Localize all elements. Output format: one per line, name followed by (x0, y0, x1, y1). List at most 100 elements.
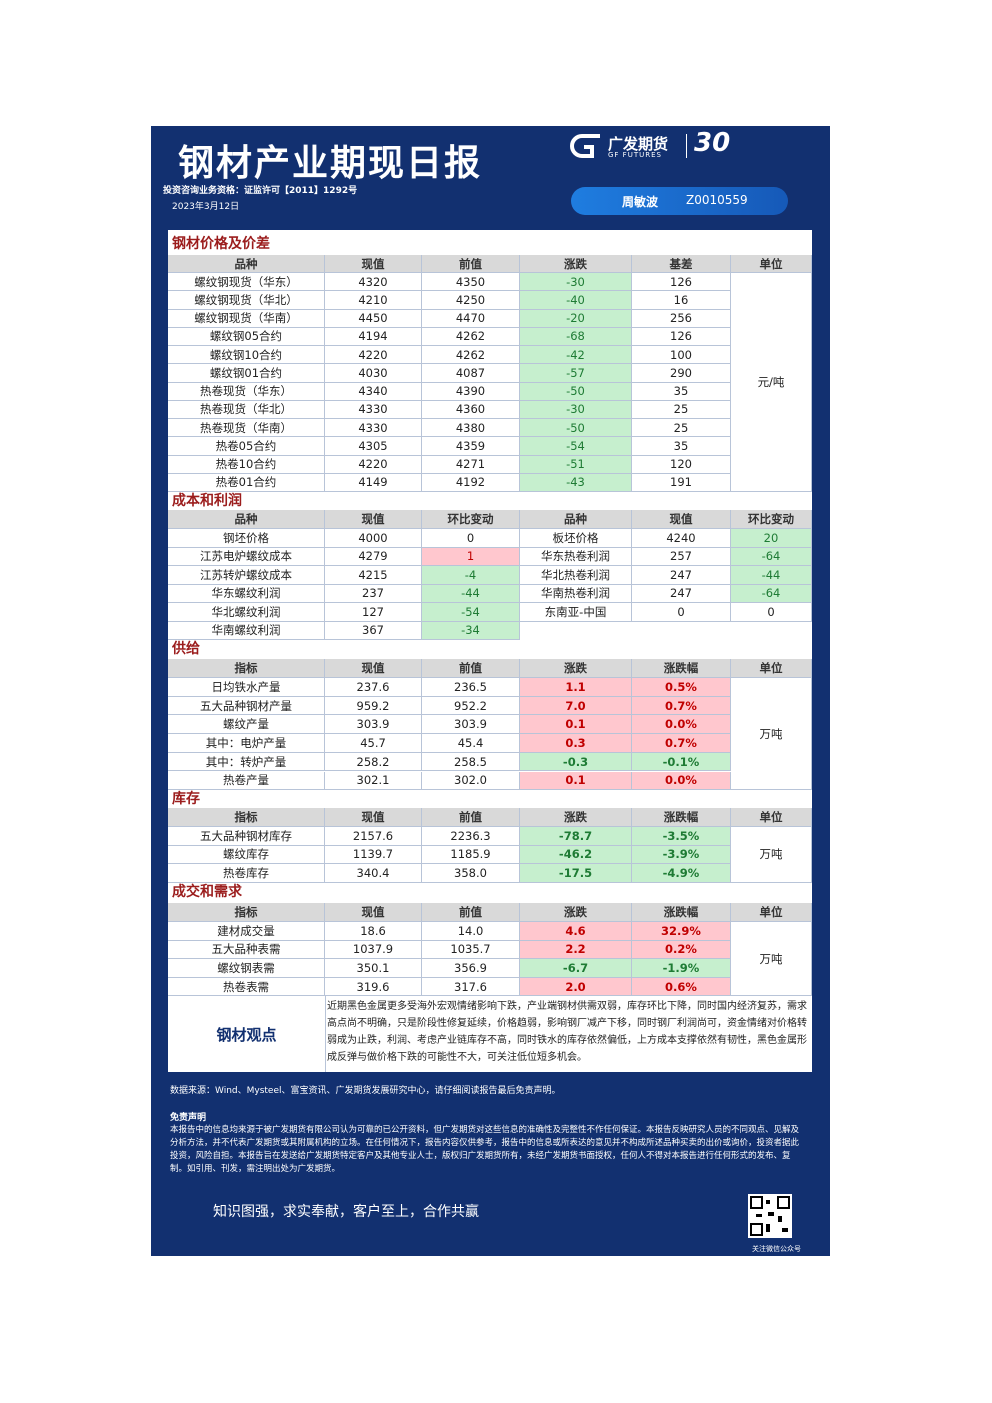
row-label: 热卷05合约 (168, 437, 325, 456)
table-cell: -0.3 (520, 752, 632, 772)
table-cell: 4320 (325, 273, 422, 292)
table-cell: -50 (520, 419, 632, 438)
row-label: 螺纹库存 (168, 845, 325, 864)
table-cell: 126 (632, 327, 731, 346)
table-cell: 4360 (422, 400, 520, 419)
row-label: 热卷表需 (168, 977, 325, 997)
table-cell: -54 (520, 437, 632, 456)
column-header: 单位 (731, 808, 812, 827)
table-cell: 1037.9 (325, 940, 422, 960)
table-cell: 25 (632, 419, 731, 438)
row-label: 螺纹钢现货（华北） (168, 291, 325, 310)
logo-english: GF FUTURES (608, 151, 662, 159)
table-cell: 120 (632, 455, 731, 474)
table-cell: 258.2 (325, 752, 422, 772)
table-cell: 4087 (422, 364, 520, 383)
table-cell: 4340 (325, 382, 422, 401)
section-title: 成交和需求 (172, 884, 242, 900)
table-cell: -50 (520, 382, 632, 401)
table-cell: 356.9 (422, 959, 520, 978)
table-cell: -0.1% (632, 752, 731, 772)
row-label: 五大品种钢材库存 (168, 827, 325, 846)
table-cell: 4470 (422, 309, 520, 328)
column-header: 涨跌幅 (632, 808, 731, 827)
table-cell: 4330 (325, 419, 422, 438)
table-cell: -44 (731, 566, 812, 585)
table-cell: -3.9% (632, 845, 731, 864)
column-header: 涨跌 (520, 808, 632, 827)
column-header: 前值 (422, 659, 520, 678)
table-cell: -20 (520, 309, 632, 328)
table-cell: -57 (520, 364, 632, 383)
column-header: 单位 (731, 903, 812, 922)
row-label: 热卷01合约 (168, 473, 325, 492)
row-label: 热卷现货（华北） (168, 400, 325, 419)
row-label: 螺纹钢现货（华东） (168, 273, 325, 292)
column-header: 前值 (422, 903, 520, 922)
column-header: 现值 (325, 808, 422, 827)
row-label: 热卷10合约 (168, 455, 325, 474)
row-label: 五大品种表需 (168, 940, 325, 960)
table-cell: 4279 (325, 547, 422, 566)
table-cell: 4380 (422, 419, 520, 438)
table-cell: 258.5 (422, 752, 520, 772)
column-header: 指标 (168, 903, 325, 922)
table-cell: 247 (632, 566, 731, 585)
table-cell: 1139.7 (325, 845, 422, 864)
table-cell: 4210 (325, 291, 422, 310)
table-cell: 4330 (325, 400, 422, 419)
viewpoint-text: 近期黑色金属更多受海外宏观情绪影响下跌，产业端钢材供需双弱，库存环比下降，同时国… (327, 1001, 807, 1063)
table-cell: 20 (731, 529, 812, 548)
table-cell: -30 (520, 400, 632, 419)
table-cell: 4.6 (520, 922, 632, 941)
row-label: 螺纹钢10合约 (168, 346, 325, 365)
column-header: 前值 (422, 808, 520, 827)
table-cell: 0.6% (632, 977, 731, 997)
column-header: 现值 (325, 659, 422, 678)
row-label: 华东热卷利润 (520, 547, 632, 566)
table-cell: 0.2% (632, 940, 731, 960)
table-cell: -34 (422, 621, 520, 640)
table-cell: 7.0 (520, 696, 632, 716)
table-cell: 1185.9 (422, 845, 520, 864)
table-cell: 952.2 (422, 696, 520, 716)
table-cell: 14.0 (422, 922, 520, 941)
analyst-id: Z0010559 (686, 193, 748, 207)
table-cell: 1.1 (520, 678, 632, 697)
table-cell: 4350 (422, 273, 520, 292)
row-label: 华东螺纹利润 (168, 584, 325, 603)
table-cell: 256 (632, 309, 731, 328)
table-cell: 302.0 (422, 771, 520, 791)
table-cell: 237.6 (325, 678, 422, 697)
row-label: 日均铁水产量 (168, 678, 325, 697)
row-label: 螺纹钢05合约 (168, 327, 325, 346)
analyst-pill (571, 187, 788, 215)
unit-cell: 万吨 (731, 678, 812, 791)
row-label: 华北热卷利润 (520, 566, 632, 585)
table-cell: -46.2 (520, 845, 632, 864)
column-header: 指标 (168, 659, 325, 678)
table-cell: 1 (422, 547, 520, 566)
table-cell: 18.6 (325, 922, 422, 941)
table-cell: 2.2 (520, 940, 632, 960)
table-cell: 4220 (325, 346, 422, 365)
table-cell: 317.6 (422, 977, 520, 997)
row-label: 热卷现货（华东） (168, 382, 325, 401)
table-cell: 4220 (325, 455, 422, 474)
table-cell: -43 (520, 473, 632, 492)
table-cell: 25 (632, 400, 731, 419)
column-header: 现值 (325, 903, 422, 922)
analyst-name: 周敏波 (622, 195, 659, 209)
table-cell: 237 (325, 584, 422, 603)
table-cell: 4240 (632, 529, 731, 548)
row-label: 板坯价格 (520, 529, 632, 548)
table-cell: 45.7 (325, 734, 422, 753)
table-cell: 0.1 (520, 771, 632, 791)
column-header: 环比变动 (731, 510, 812, 529)
table-cell: 35 (632, 382, 731, 401)
column-header: 基差 (632, 255, 731, 273)
column-header: 现值 (325, 510, 422, 529)
table-cell: 4149 (325, 473, 422, 492)
disclaimer-title: 免责声明 (170, 1113, 207, 1123)
table-cell: 0.3 (520, 734, 632, 753)
